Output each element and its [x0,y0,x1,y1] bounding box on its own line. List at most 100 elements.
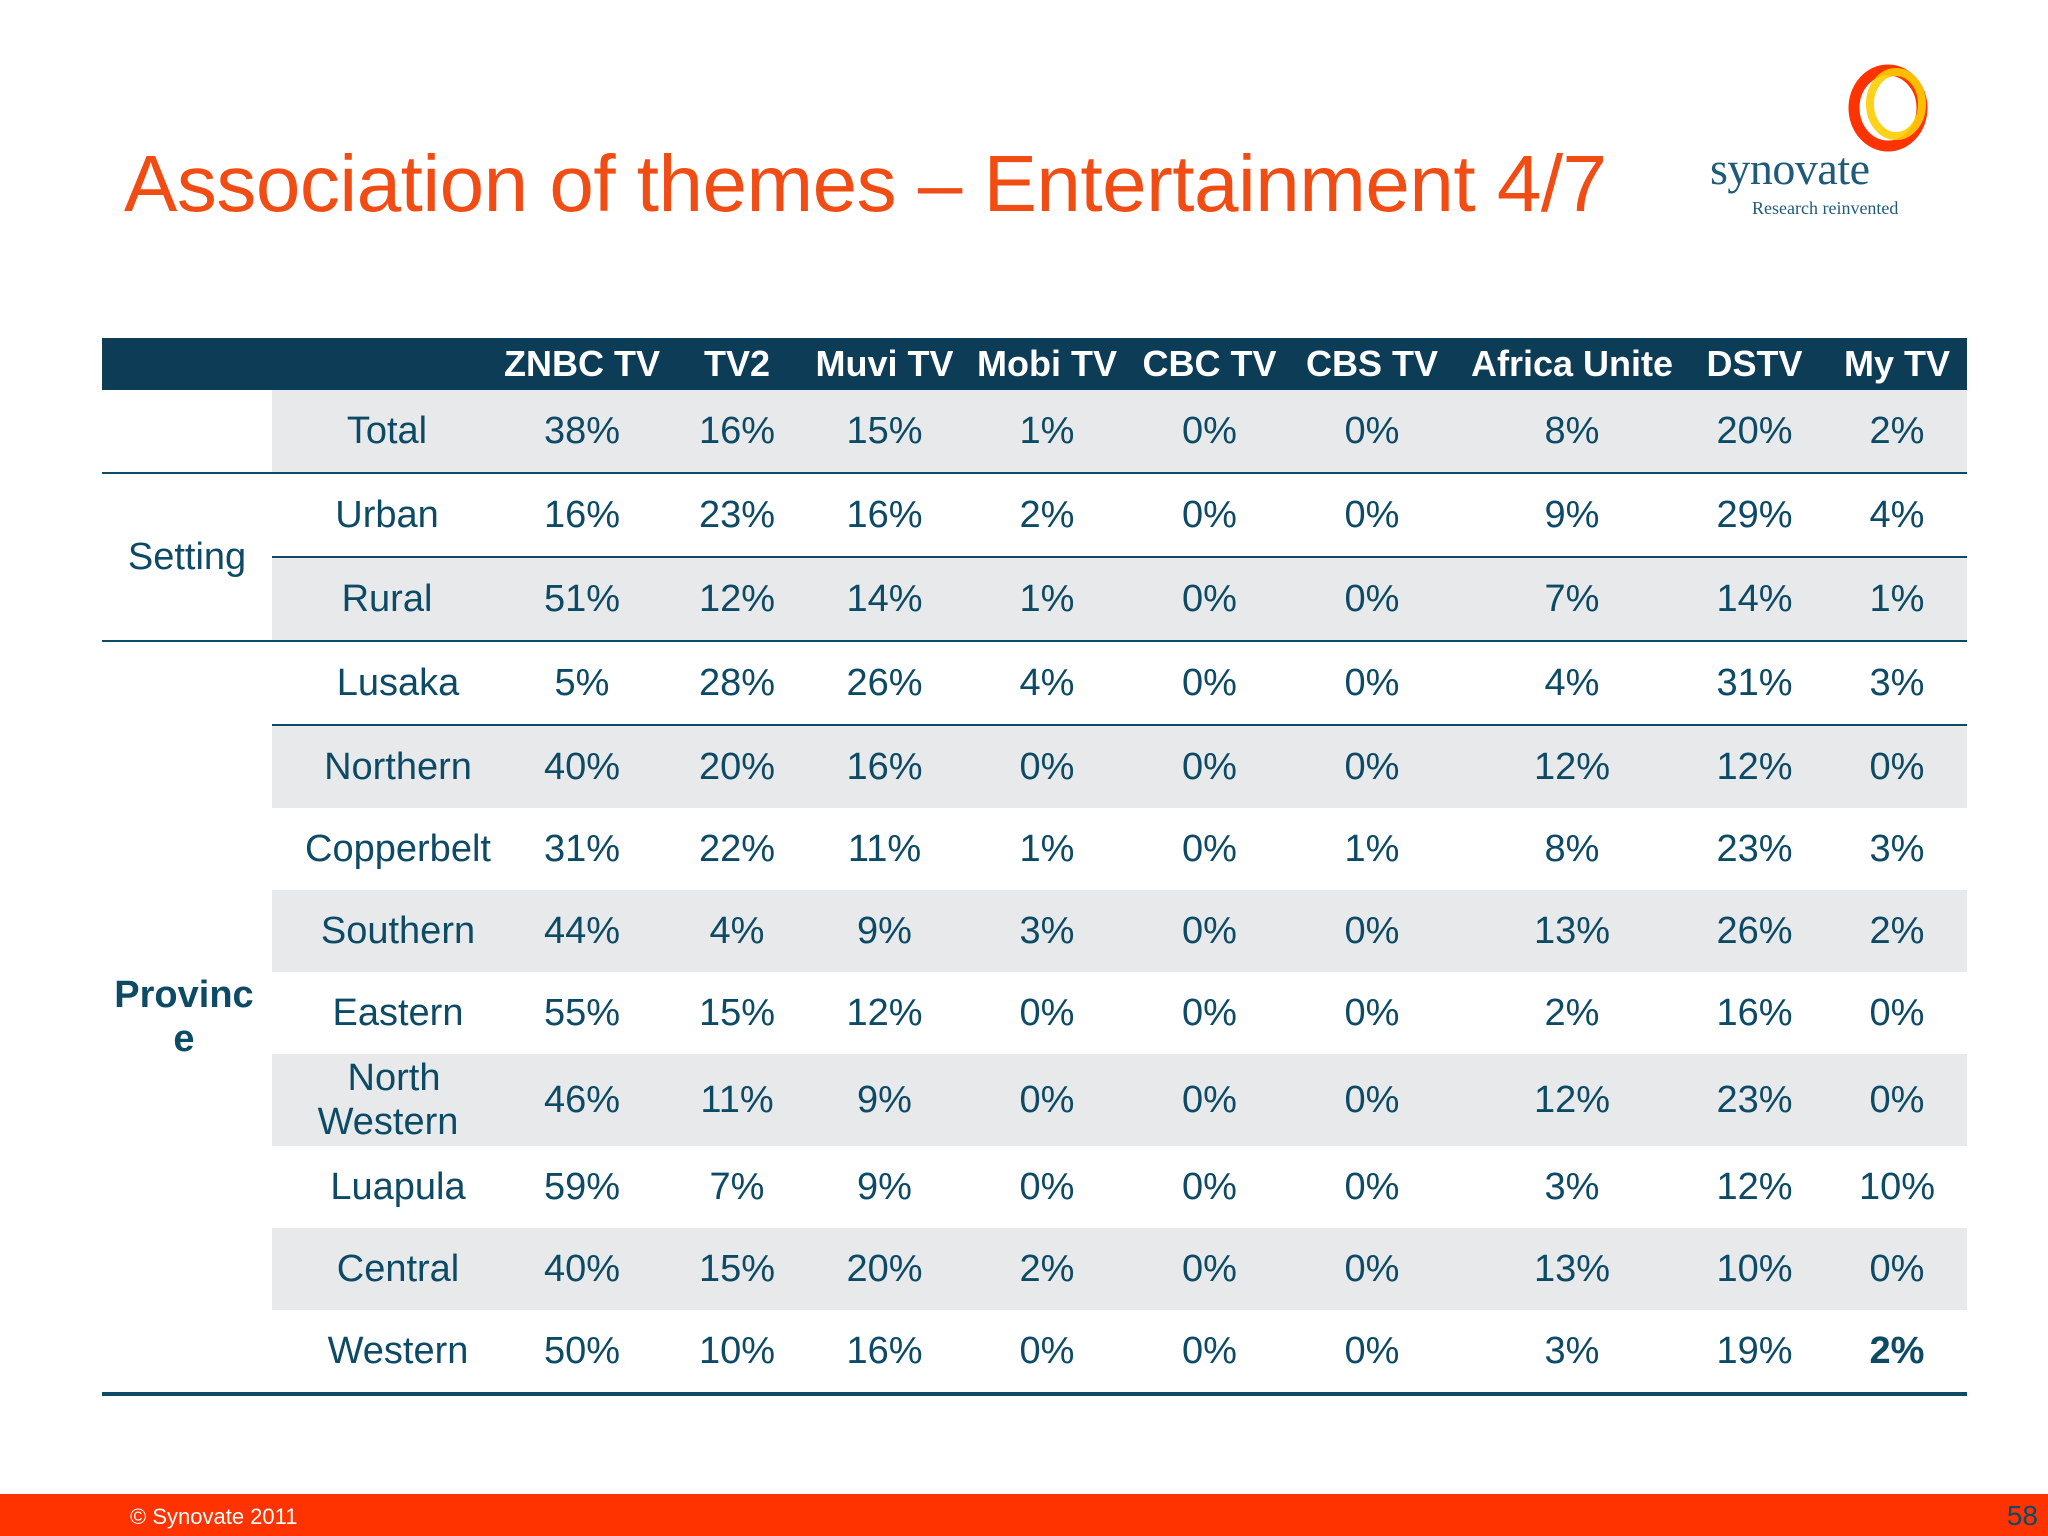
value-cell: 0% [1137,890,1282,972]
value-cell: 20% [662,725,812,808]
row-label: North Western [272,1054,502,1146]
value-cell: 20% [1682,390,1827,474]
value-cell: 0% [1282,473,1462,558]
value-cell: 0% [1869,991,1925,1034]
value-cell: 46% [502,1054,662,1146]
row-label: Lusaka [272,641,502,726]
value-cell: 59% [543,1165,621,1208]
value-cell: 0% [1137,1054,1282,1146]
value-cell: 16% [812,725,957,808]
value-cell: 2% [957,1228,1137,1310]
value-cell: 7% [709,1165,765,1208]
value-cell: 28% [662,641,812,726]
value-cell: 16% [812,473,957,558]
value-cell: 0% [1182,991,1237,1034]
value-cell: 12% [1462,1054,1682,1146]
group-blank [102,390,272,474]
column-header: DSTV [1682,338,1827,390]
value-cell: 11% [662,1054,812,1146]
data-table: ZNBC TV TV2 Muvi TV Mobi TV CBC TV CBS T… [102,338,1967,1396]
column-header: CBC TV [1137,338,1282,390]
value-cell: 0% [1282,1054,1462,1146]
value-cell: 55% [543,991,621,1034]
value-cell: 8% [1462,390,1682,474]
value-cell: 0% [1282,725,1462,808]
value-cell: 0% [1182,1165,1237,1208]
value-cell: 3% [1869,827,1925,870]
value-cell: 5% [502,641,662,726]
value-cell: 0% [1827,1228,1967,1310]
value-cell: 15% [698,991,776,1034]
value-cell: 0% [957,1310,1137,1396]
table-row: Provinc e Lusaka 5% 28% 26% 4% 0% 0% 4% 31% 3% [102,641,1967,1396]
value-cell: 12% [1682,725,1827,808]
value-cell: 23% [1682,1054,1827,1146]
value-cell: 0% [1282,1310,1462,1396]
value-cell: 20% [812,1228,957,1310]
table-row: North Western 46% 11% 9% 0% 0% 0% 12% 23% 0% [102,1054,1967,1146]
page-title: Association of themes – Entertainment 4/… [124,139,1607,228]
value-cell: 31% [543,827,621,870]
value-cell: 19% [1682,1310,1827,1396]
group-label: Setting [102,473,272,642]
row-label: Northern [272,725,502,808]
value-cell: 7% [1462,557,1682,642]
logo-wordmark: synovate [1710,143,1870,194]
value-cell: 29% [1682,473,1827,558]
table-row: Western 50% 10% 16% 0% 0% 0% 3% 19% 2% [102,1310,1967,1396]
row-label: Eastern [332,991,464,1034]
column-header: ZNBC TV [502,338,662,390]
value-cell: 13% [1462,1228,1682,1310]
value-cell: 1% [1827,557,1967,642]
value-cell: 9% [812,1054,957,1146]
value-cell: 40% [502,1228,662,1310]
value-cell: 0% [1344,1165,1400,1208]
value-cell: 14% [812,557,957,642]
column-header: Mobi TV [957,338,1137,390]
value-cell: 3% [957,890,1137,972]
value-cell: 12% [662,557,812,642]
page-number: 58 [2006,1500,2038,1531]
value-cell: 0% [1137,1310,1282,1396]
column-header: Muvi TV [812,338,957,390]
value-cell: 0% [1282,390,1462,474]
value-cell: 0% [1137,557,1282,642]
column-header: CBS TV [1282,338,1462,390]
header-blank [102,338,272,390]
table-row: Luapula 59% 7% 9% 0% 0% 0% 3% 12% 10% [102,1146,1967,1228]
value-cell: 31% [1682,641,1827,726]
value-cell: 0% [1137,641,1282,726]
value-cell: 12% [1462,725,1682,808]
table-row: Total 38% 16% 15% 1% 0% 0% 8% 20% 2% [102,390,1967,474]
value-cell: 44% [502,890,662,972]
value-cell: 1% [1019,827,1075,870]
value-cell: 23% [662,473,812,558]
value-cell: 50% [502,1310,662,1396]
value-cell: 0% [957,1054,1137,1146]
value-cell: 9% [1462,473,1682,558]
value-cell: 9% [857,1165,912,1208]
synovate-logo: synovate Research reinvented [1700,56,1960,226]
value-cell: 0% [1019,1165,1075,1208]
value-cell: 2% [1544,991,1600,1034]
table-row: Northern 40% 20% 16% 0% 0% 0% 12% 12% 0% [102,725,1967,808]
value-cell: 16% [1716,991,1793,1034]
value-cell: 0% [1282,557,1462,642]
value-cell: 0% [1827,1054,1967,1146]
value-cell: 23% [1716,827,1793,870]
value-cell: 10% [1682,1228,1827,1310]
copyright: © Synovate 2011 [130,1504,298,1529]
table-row: Setting Urban 16% 23% 16% 2% 0% 0% 9% 29% 4% [102,473,1967,642]
value-cell: 26% [812,641,957,726]
value-cell: 9% [812,890,957,972]
header-blank [272,338,502,390]
value-cell: 15% [662,1228,812,1310]
value-cell: 0% [1137,390,1282,474]
value-cell: 3% [1544,1165,1600,1208]
value-cell: 0% [1344,991,1400,1034]
value-cell: 12% [846,991,923,1034]
footer-bar: © Synovate 2011 58 [0,1494,2048,1536]
value-cell: 0% [1282,1228,1462,1310]
value-cell: 2% [1827,390,1967,474]
value-cell: 8% [1544,827,1600,870]
